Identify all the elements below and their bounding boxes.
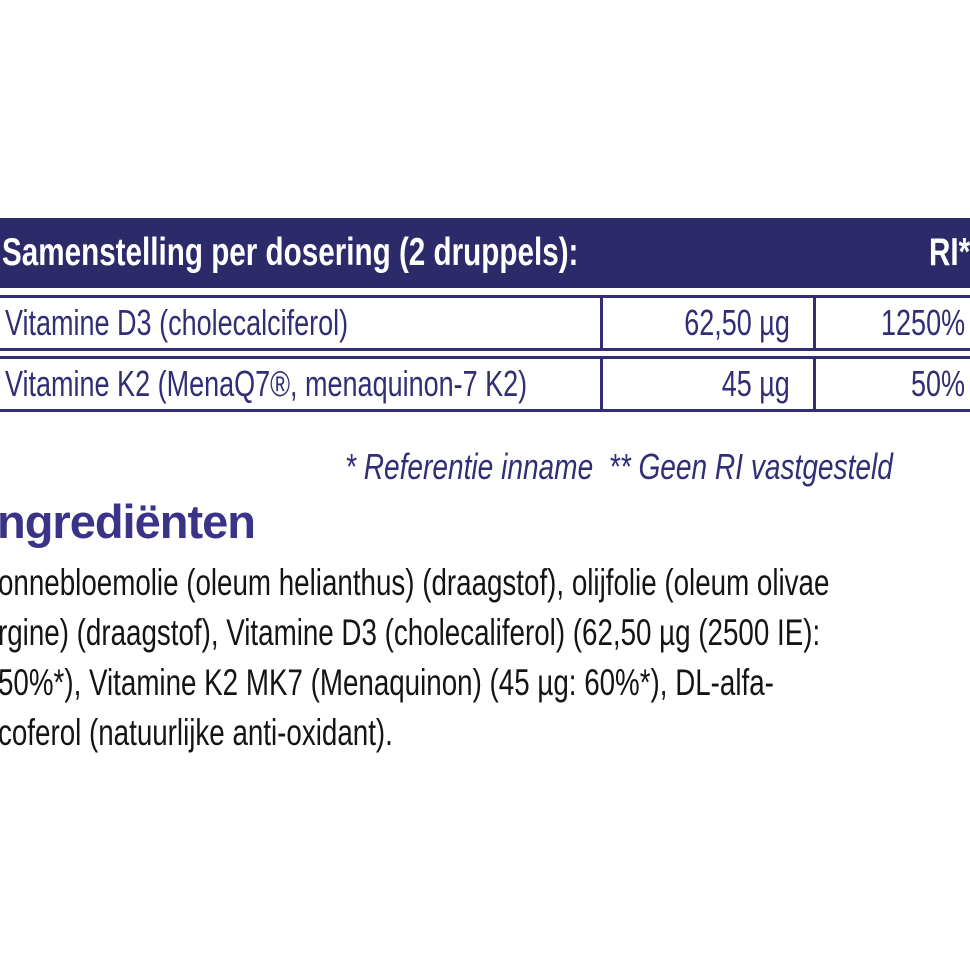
nutrient-ri: 1250%	[880, 302, 965, 343]
nutrient-ri-cell: 1250%	[813, 298, 970, 348]
nutrient-amount: 62,50 µg	[684, 302, 790, 343]
ingredients-line: rgine) (draagstof), Vitamine D3 (choleca…	[0, 612, 821, 653]
ingredients-line: 50%*), Vitamine K2 MK7 (Menaquinon) (45 …	[0, 662, 774, 703]
nutrient-ri: 50%	[910, 363, 965, 404]
nutrient-amount: 45 µg	[721, 363, 790, 404]
nutrient-amount-cell: 62,50 µg	[600, 298, 813, 348]
ingredients-heading: ngrediënten	[0, 495, 256, 548]
ri-column-header: RI*	[928, 231, 970, 274]
nutrient-name-cell: Vitamine K2 (MenaQ7®, menaquinon-7 K2)	[0, 359, 600, 409]
composition-table: Samenstelling per dosering (2 druppels):…	[0, 218, 970, 412]
ingredients-line: onnebloemolie (oleum helianthus) (draags…	[0, 562, 830, 603]
table-row: Vitamine K2 (MenaQ7®, menaquinon-7 K2) 4…	[0, 356, 970, 412]
ingredients-paragraph: onnebloemolie (oleum helianthus) (draags…	[0, 558, 970, 758]
nutrient-amount-cell: 45 µg	[600, 359, 813, 409]
table-title: Samenstelling per dosering (2 druppels):	[2, 231, 579, 274]
nutrient-ri-cell: 50%	[813, 359, 970, 409]
nutrient-name: Vitamine K2 (MenaQ7®, menaquinon-7 K2)	[5, 363, 528, 404]
nutrient-name: Vitamine D3 (cholecalciferol)	[5, 302, 349, 343]
nutrient-name-cell: Vitamine D3 (cholecalciferol)	[0, 298, 600, 348]
table-row: Vitamine D3 (cholecalciferol) 62,50 µg 1…	[0, 295, 970, 351]
ingredients-line: coferol (natuurlijke anti-oxidant).	[0, 712, 393, 753]
reference-intake-footnote: * Referentie inname ** Geen RI vastgeste…	[345, 446, 893, 487]
composition-table-header: Samenstelling per dosering (2 druppels):…	[0, 218, 970, 288]
